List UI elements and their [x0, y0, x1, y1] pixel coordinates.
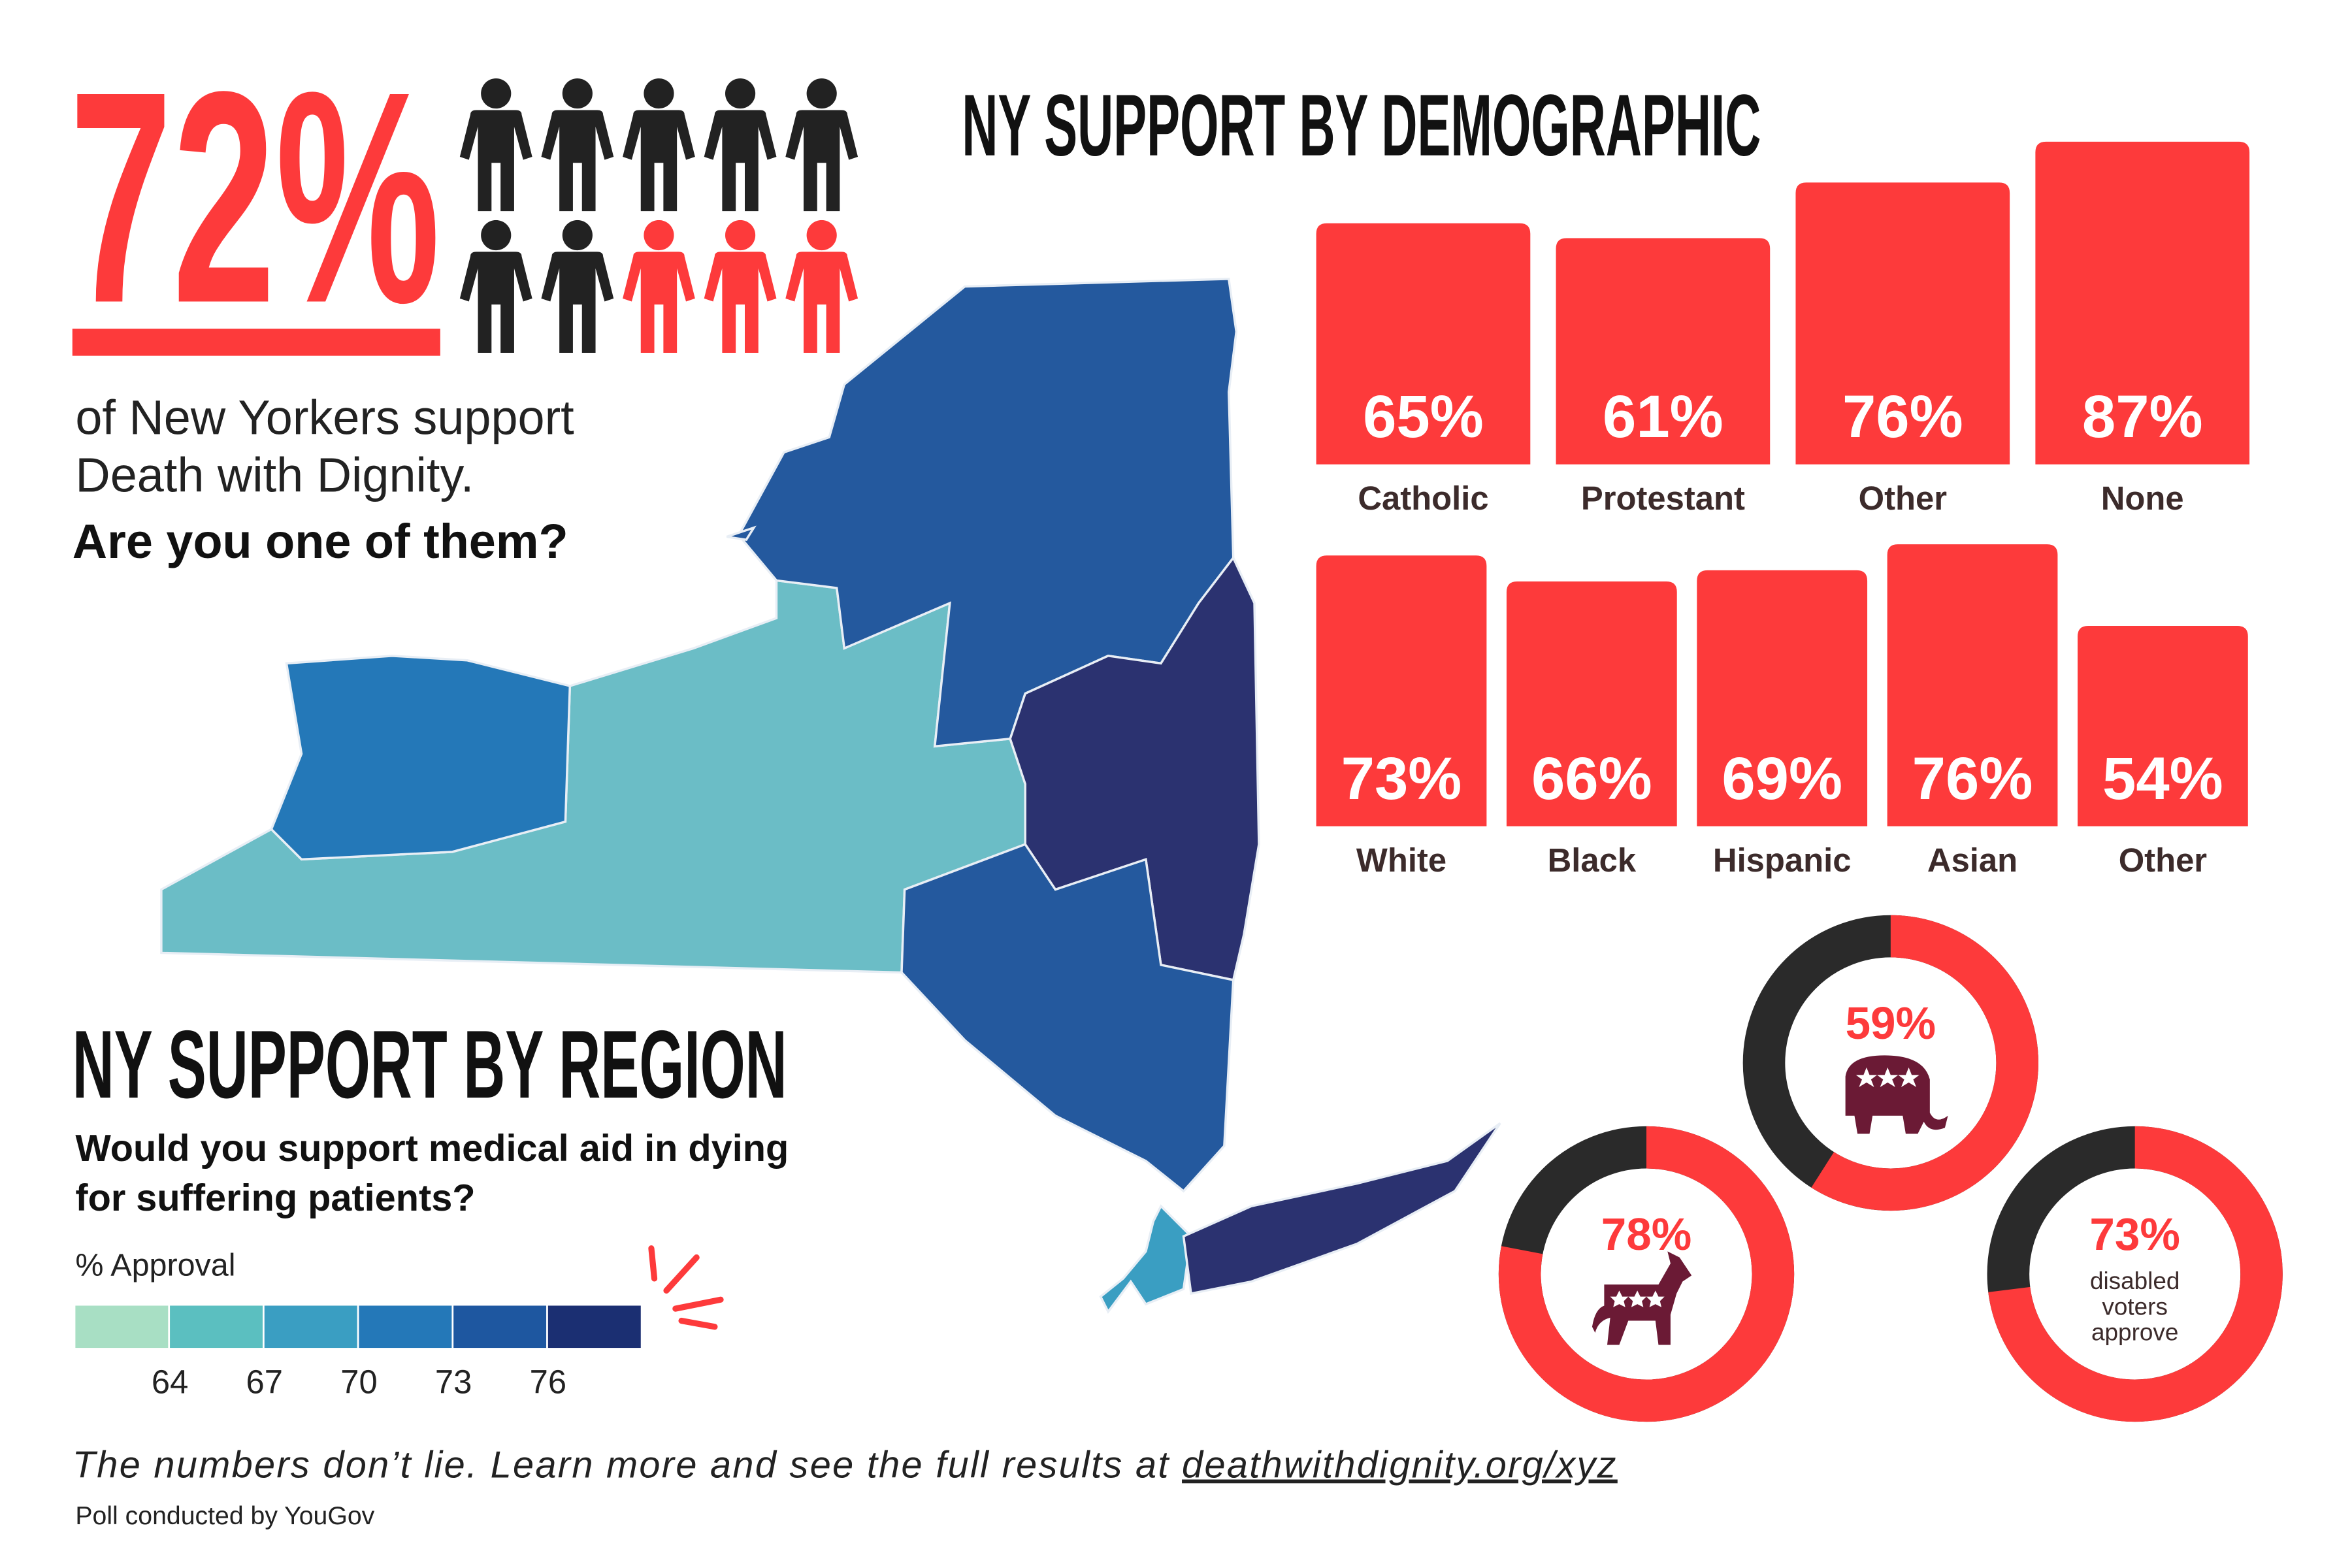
- star: [1877, 1067, 1899, 1087]
- bar-value-label: 87%: [2082, 382, 2203, 450]
- headline-line: Death with Dignity.: [75, 448, 474, 502]
- section-title: NY SUPPORT BY REGION: [73, 1011, 787, 1119]
- legend-swatch: [170, 1305, 263, 1348]
- legend-swatch: [75, 1305, 169, 1348]
- region-question: Would you support medical aid in dying: [75, 1128, 789, 1169]
- legend: 64 67 70 73 76: [75, 1305, 641, 1400]
- star: [1855, 1067, 1878, 1087]
- legend-swatch: [547, 1305, 641, 1348]
- bar-value-label: 73%: [1341, 744, 1462, 812]
- bar-category-label: Asian: [1927, 841, 2017, 879]
- bar-category-label: Hispanic: [1713, 841, 1852, 879]
- donut-arc: [1742, 915, 2038, 1211]
- bar-value-label: 69%: [1722, 744, 1842, 812]
- footer-link[interactable]: deathwithdignity.org/xyz: [1182, 1445, 1618, 1486]
- donut-label: 59%: [1846, 998, 1936, 1049]
- bar-value-label: 65%: [1363, 382, 1484, 450]
- bar-value-label: 76%: [1912, 744, 2033, 812]
- bar: [1795, 182, 2010, 465]
- star: [1628, 1290, 1646, 1307]
- legend-tick: 76: [530, 1363, 566, 1400]
- headline-question: Are you one of them?: [73, 514, 568, 568]
- ny-map: [160, 278, 1501, 1314]
- bar-value-label: 54%: [2102, 744, 2223, 812]
- donkey-icon: [1592, 1251, 1692, 1345]
- bar-category-label: Other: [2119, 841, 2207, 879]
- bar-category-label: White: [1356, 841, 1446, 879]
- footer: The numbers don’t lie. Learn more and se…: [73, 1445, 1618, 1486]
- star: [1646, 1290, 1665, 1307]
- donut-arc: [1987, 1126, 2283, 1422]
- donut-label: 78%: [1601, 1209, 1692, 1260]
- bar: [2078, 626, 2248, 826]
- bar: [2035, 141, 2250, 465]
- legend-tick: 64: [152, 1363, 188, 1400]
- credit: Poll conducted by YouGov: [75, 1501, 374, 1530]
- legend-title: % Approval: [75, 1247, 235, 1282]
- bar: [1506, 581, 1677, 826]
- region-question: for suffering patients?: [75, 1177, 475, 1219]
- legend-swatch: [359, 1305, 452, 1348]
- bar-value-label: 76%: [1842, 382, 1963, 450]
- legend-tick: 70: [340, 1363, 377, 1400]
- demographic-bars: 65% Catholic 61% Protestant 76% Other 87% None 7…: [1316, 141, 2250, 879]
- donut-label: 73%: [2089, 1209, 2180, 1260]
- bar-value-label: 66%: [1531, 744, 1652, 812]
- donut-caption: approve: [2091, 1319, 2178, 1346]
- bar-category-label: Other: [1859, 480, 1947, 517]
- elephant-icon: [1845, 1055, 1948, 1134]
- legend-tick: 67: [246, 1363, 283, 1400]
- bar: [1316, 223, 1531, 465]
- donut-caption: voters: [2102, 1293, 2168, 1320]
- section-title: NY SUPPORT BY DEMOGRAPHIC: [962, 77, 1761, 174]
- headline-percent: 72%: [69, 29, 440, 366]
- star: [1610, 1290, 1629, 1307]
- bar-category-label: Protestant: [1581, 480, 1745, 517]
- bar: [1697, 570, 1868, 826]
- bar-category-label: Catholic: [1358, 480, 1488, 517]
- burst: [648, 1245, 724, 1330]
- headline-line: of New Yorkers support: [75, 391, 574, 445]
- star: [1898, 1067, 1919, 1087]
- footer-text: The numbers don’t lie. Learn more and se…: [73, 1445, 1182, 1486]
- legend-swatch: [453, 1305, 547, 1348]
- donut-arc: [1498, 1126, 1795, 1422]
- legend-swatch: [264, 1305, 357, 1348]
- bar-category-label: None: [2101, 480, 2184, 517]
- bar: [1556, 238, 1771, 465]
- bar-value-label: 61%: [1603, 382, 1723, 450]
- bar: [1887, 544, 2058, 826]
- bar-category-label: Black: [1548, 841, 1637, 879]
- donut-caption: disabled: [2090, 1267, 2180, 1294]
- bar: [1316, 555, 1487, 826]
- headline-underline: [72, 329, 440, 356]
- legend-tick: 73: [435, 1363, 472, 1400]
